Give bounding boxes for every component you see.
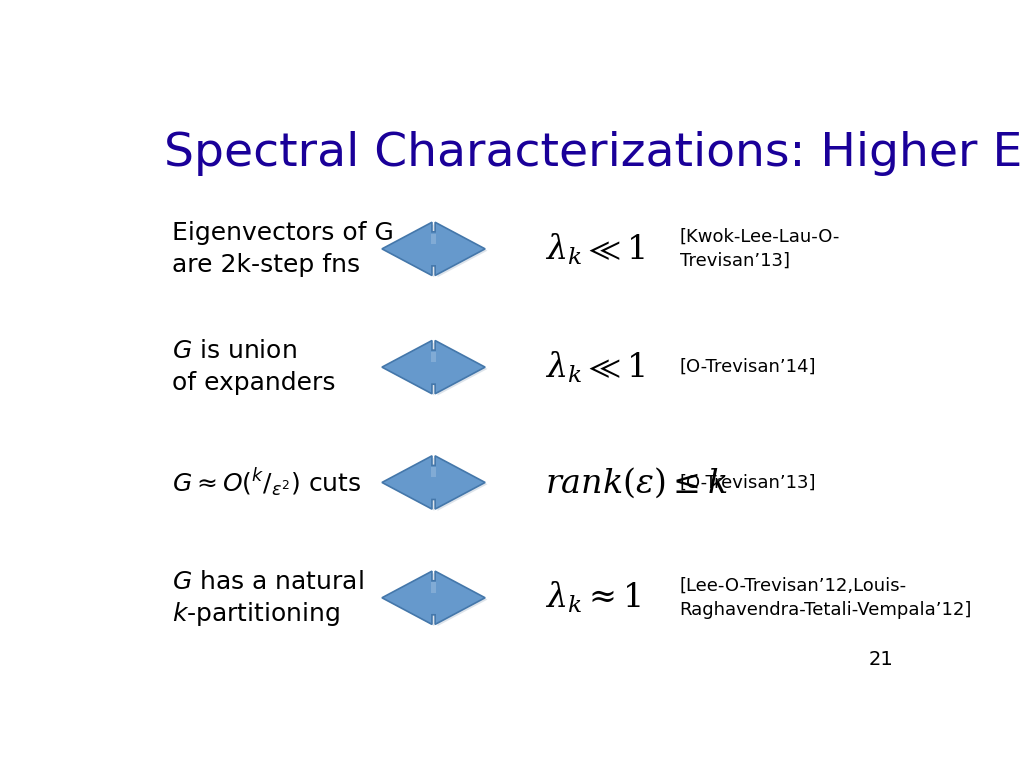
Text: Spectral Characterizations: Higher Eigenvalues: Spectral Characterizations: Higher Eigen… — [164, 131, 1024, 176]
Text: $G \approx O(^k/_{\epsilon^2})$ cuts: $G \approx O(^k/_{\epsilon^2})$ cuts — [172, 466, 361, 498]
Polygon shape — [431, 352, 436, 362]
Polygon shape — [382, 340, 485, 394]
Polygon shape — [384, 343, 487, 396]
Polygon shape — [431, 233, 436, 243]
Text: $\lambda_k \approx 1$: $\lambda_k \approx 1$ — [545, 580, 641, 615]
Text: $\lambda_k \ll 1$: $\lambda_k \ll 1$ — [545, 349, 644, 385]
Text: [O-Trevisan’14]: [O-Trevisan’14] — [680, 358, 816, 376]
Polygon shape — [382, 571, 485, 624]
Text: of expanders: of expanders — [172, 372, 335, 396]
Text: $rank(\epsilon) \leq k$: $rank(\epsilon) \leq k$ — [545, 465, 727, 500]
Polygon shape — [384, 458, 487, 511]
Polygon shape — [384, 224, 487, 277]
Text: $\lambda_k \ll 1$: $\lambda_k \ll 1$ — [545, 231, 644, 266]
Text: [Kwok-Lee-Lau-O-
Trevisan’13]: [Kwok-Lee-Lau-O- Trevisan’13] — [680, 228, 840, 270]
Text: Eigenvectors of G: Eigenvectors of G — [172, 220, 393, 245]
Polygon shape — [431, 467, 436, 478]
Text: $G$ is union: $G$ is union — [172, 339, 297, 363]
Text: $k$-partitioning: $k$-partitioning — [172, 600, 340, 628]
Polygon shape — [431, 582, 436, 593]
Polygon shape — [384, 573, 487, 626]
Text: 21: 21 — [869, 650, 894, 669]
Text: $G$ has a natural: $G$ has a natural — [172, 570, 364, 594]
Text: [Lee-O-Trevisan’12,Louis-
Raghavendra-Tetali-Vempala’12]: [Lee-O-Trevisan’12,Louis- Raghavendra-Te… — [680, 577, 972, 618]
Text: [O-Trevisan’13]: [O-Trevisan’13] — [680, 473, 816, 492]
Text: are 2k-step fns: are 2k-step fns — [172, 253, 359, 277]
Polygon shape — [382, 222, 485, 276]
Polygon shape — [382, 456, 485, 509]
